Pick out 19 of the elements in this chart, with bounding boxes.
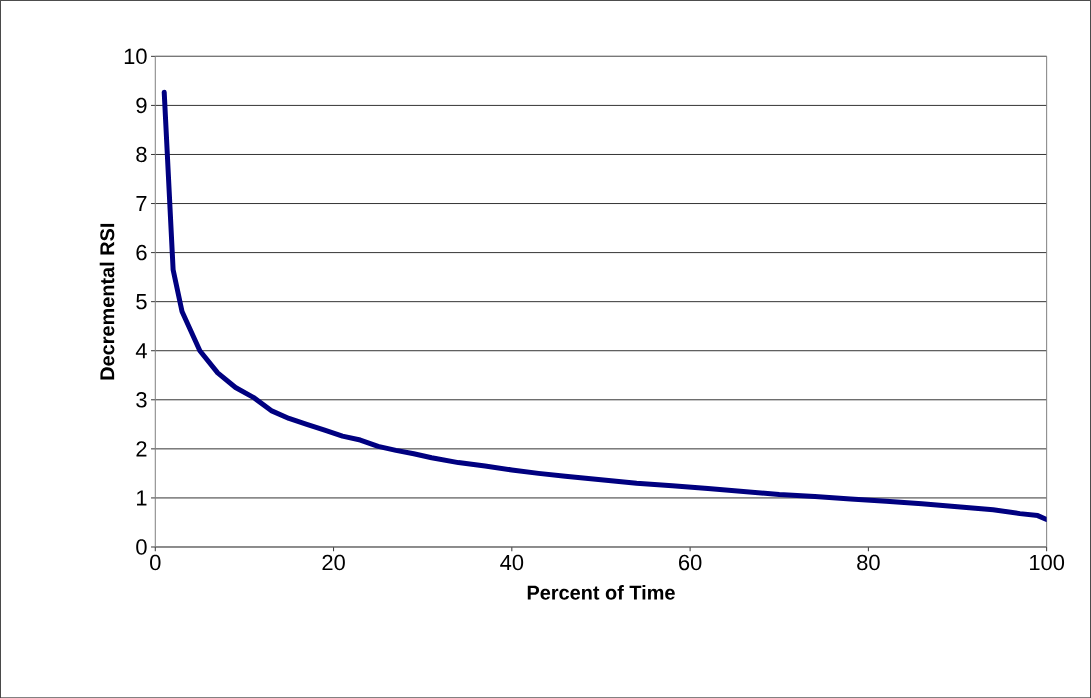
y-tick-label: 6 <box>136 244 147 261</box>
y-tick-label: 4 <box>135 343 147 359</box>
y-tick-label: 8 <box>136 146 147 163</box>
x-tick-label: 80 <box>857 554 880 571</box>
x-tick-label: 0 <box>150 554 161 571</box>
x-tick-label: 100 <box>1030 554 1065 571</box>
x-tick-label: 40 <box>500 554 524 571</box>
x-tick-label: 60 <box>679 554 702 571</box>
x-tick-label: 20 <box>322 554 345 571</box>
y-axis-title: Decremental RSI <box>99 223 115 380</box>
y-tick-label: 7 <box>136 195 147 211</box>
y-tick-label: 0 <box>136 539 147 555</box>
y-tick-label: 9 <box>136 97 147 114</box>
y-tick-label: 5 <box>136 293 147 310</box>
y-tick-label: 1 <box>137 490 147 506</box>
y-tick-label: 10 <box>124 48 147 64</box>
x-axis-title: Percent of Time <box>527 584 675 600</box>
y-tick-label: 2 <box>136 441 147 457</box>
y-tick-label: 3 <box>136 391 147 408</box>
